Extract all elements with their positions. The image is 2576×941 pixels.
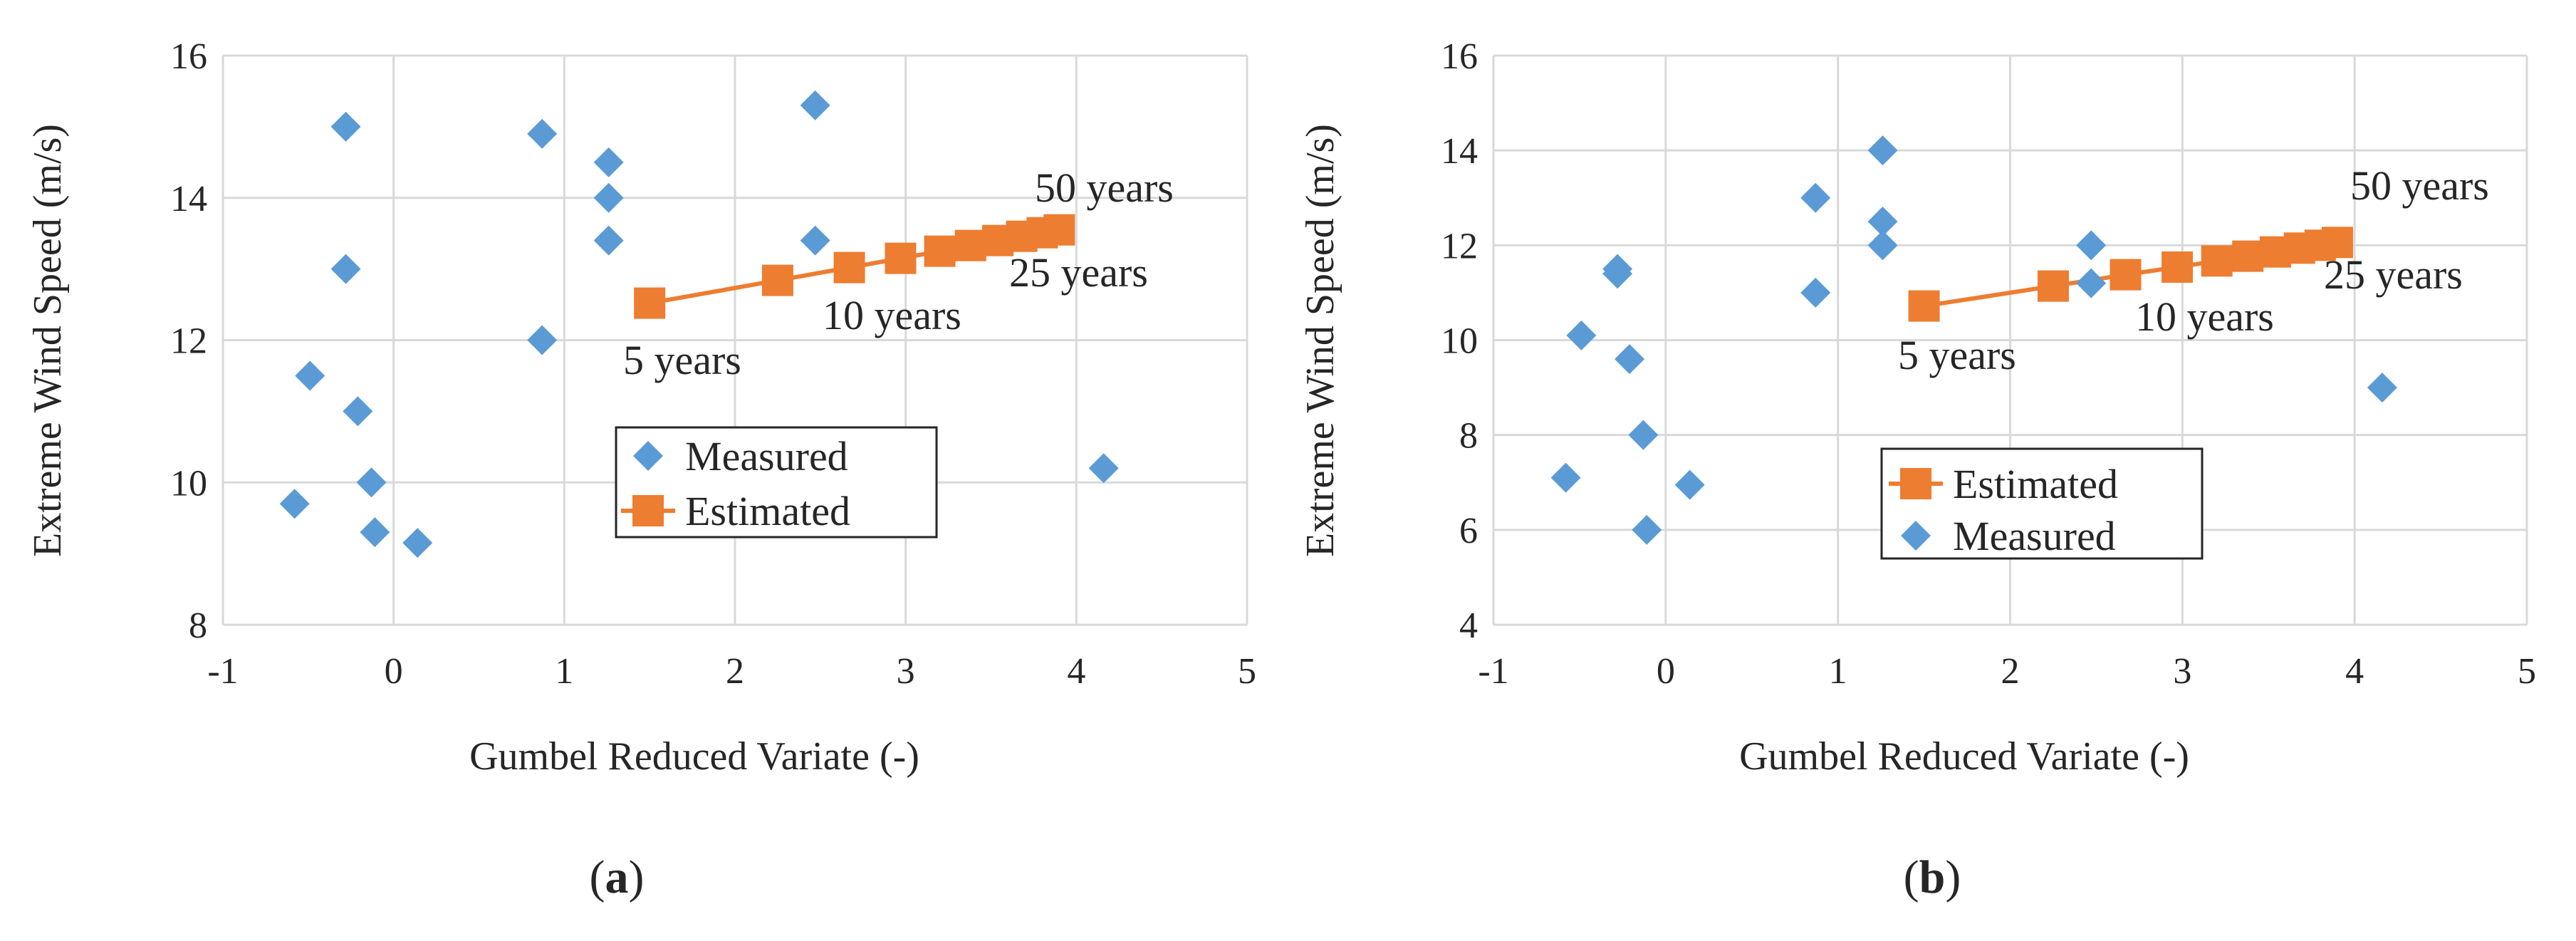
estimated-point [885, 242, 917, 274]
x-tick-label: 1 [1829, 651, 1847, 692]
panel-label: (a) [590, 851, 645, 903]
x-tick-label: 1 [555, 651, 573, 692]
estimated-point [833, 251, 865, 284]
y-tick-label: 12 [170, 321, 207, 362]
estimated-point [761, 264, 793, 296]
legend-box [1880, 447, 2204, 560]
y-tick-label: 10 [170, 463, 207, 504]
return-period-label: 25 years [2324, 251, 2463, 298]
measured-point [593, 147, 624, 177]
estimated-point [2321, 227, 2353, 259]
measured-point [1674, 469, 1705, 500]
y-tick-label: 16 [170, 36, 207, 77]
measured-point [1088, 453, 1119, 484]
x-tick-label: 2 [2001, 651, 2020, 692]
measured-point [1628, 420, 1659, 450]
return-period-label: 25 years [1009, 249, 1148, 296]
measured-point [527, 325, 558, 355]
estimated-point [1908, 290, 1940, 322]
x-tick-label: 0 [385, 651, 403, 692]
return-period-label: 5 years [623, 337, 741, 383]
measured-point [1615, 344, 1645, 375]
measured-point [1602, 259, 1633, 289]
measured-point [527, 118, 558, 149]
measured-point [1632, 514, 1662, 545]
estimated-point [954, 229, 986, 261]
return-period-label: 5 years [1898, 332, 2016, 378]
measured-point [330, 111, 361, 142]
measured-point [593, 225, 624, 256]
measured-point [402, 528, 433, 558]
return-period-label: 50 years [2350, 162, 2489, 209]
legend-label: Estimated [1953, 461, 2118, 507]
measured-point [2076, 230, 2107, 261]
measured-point [1867, 230, 1898, 261]
measured-point [330, 254, 361, 284]
y-tick-label: 16 [1441, 36, 1478, 77]
y-tick-label: 4 [1459, 605, 1478, 646]
measured-point [1867, 135, 1898, 166]
x-tick-label: -1 [1478, 651, 1508, 692]
measured-point [1800, 182, 1831, 213]
x-tick-label: 3 [2173, 651, 2191, 692]
measured-point [1800, 277, 1831, 308]
legend-measured-marker [1901, 521, 1931, 551]
y-tick-label: 8 [189, 605, 207, 646]
x-tick-label: 4 [2345, 651, 2364, 692]
measured-point [1867, 207, 1898, 237]
measured-point [343, 396, 373, 427]
y-tick-label: 10 [1441, 321, 1478, 362]
x-axis-title: Gumbel Reduced Variate (-) [469, 734, 919, 779]
x-tick-label: 3 [897, 651, 915, 692]
estimated-point [924, 235, 956, 267]
measured-point [800, 225, 830, 256]
x-tick-label: -1 [207, 651, 238, 692]
legend-estimated-marker [632, 495, 664, 526]
measured-point [2367, 373, 2397, 403]
x-tick-label: 0 [1657, 651, 1675, 692]
estimated-point [1043, 214, 1075, 246]
measured-point [800, 90, 830, 120]
estimated-point [2110, 259, 2142, 291]
measured-point [1550, 462, 1581, 493]
y-tick-label: 6 [1459, 511, 1478, 551]
legend-estimated-marker [1900, 468, 1931, 499]
measured-point [360, 517, 390, 548]
y-tick-label: 8 [1459, 416, 1478, 457]
measured-point [295, 360, 325, 391]
legend-box [615, 426, 938, 539]
estimated-point [634, 287, 666, 319]
x-tick-label: 4 [1067, 651, 1085, 692]
y-axis-title: Extreme Wind Speed (m/s) [26, 124, 70, 557]
estimated-point [2232, 240, 2264, 272]
estimated-point [2037, 270, 2069, 302]
panel-label: (b) [1904, 851, 1961, 903]
return-period-label: 50 years [1035, 165, 1174, 211]
y-tick-label: 12 [1441, 226, 1478, 266]
measured-point [593, 182, 624, 213]
x-axis-title: Gumbel Reduced Variate (-) [1739, 734, 2189, 779]
y-tick-label: 14 [1441, 131, 1478, 172]
estimated-point [2201, 245, 2233, 277]
legend-label: Measured [1953, 513, 2116, 559]
measured-point [2076, 268, 2107, 298]
estimated-point [2162, 251, 2194, 283]
y-tick-label: 14 [170, 179, 207, 219]
measured-point [356, 467, 387, 498]
measured-point [1566, 320, 1597, 350]
legend-label: Estimated [685, 488, 850, 534]
legend-measured-marker [633, 441, 663, 471]
measured-point [279, 489, 310, 519]
return-period-label: 10 years [2135, 293, 2274, 340]
x-tick-label: 5 [1238, 651, 1256, 692]
y-axis-title: Extreme Wind Speed (m/s) [1298, 124, 1342, 557]
return-period-label: 10 years [823, 292, 961, 338]
x-tick-label: 5 [2518, 651, 2536, 692]
legend-label: Measured [685, 433, 848, 479]
x-tick-label: 2 [726, 651, 744, 692]
